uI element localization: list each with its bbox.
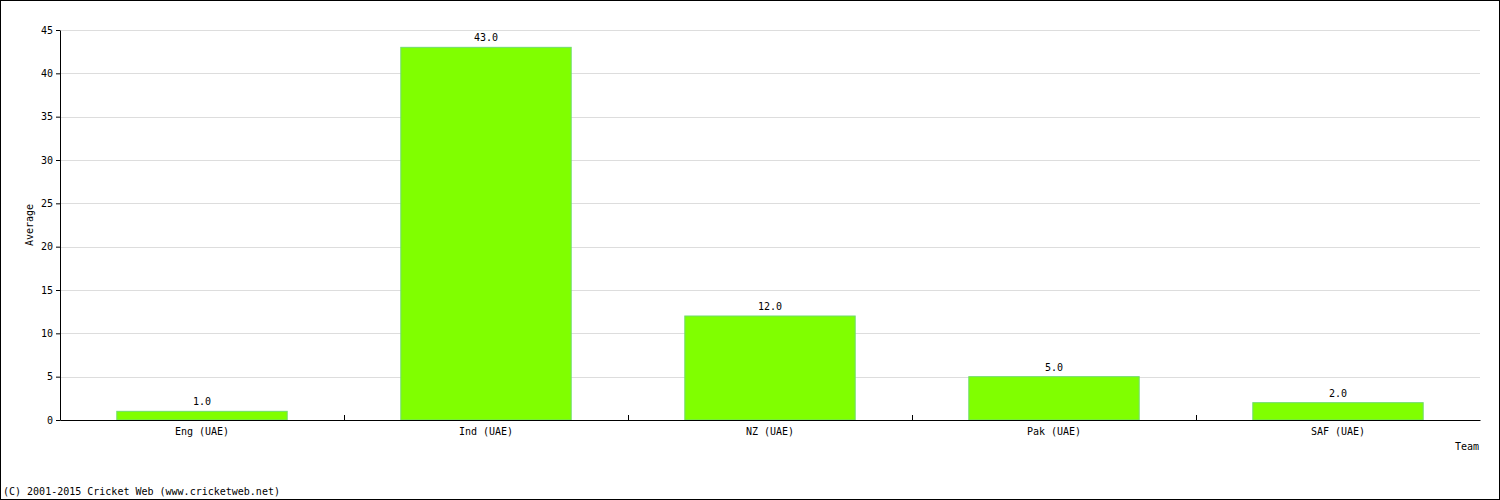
- category-separator: [912, 415, 913, 420]
- y-tick: 30: [41, 155, 60, 166]
- y-tick: 0: [47, 415, 60, 426]
- y-tick-label: 30: [41, 155, 53, 166]
- data-label: 2.0: [1329, 388, 1347, 399]
- x-tick: Pak (UAE): [1027, 420, 1081, 437]
- y-tick-mark: [56, 247, 60, 248]
- bar: [969, 377, 1139, 420]
- bar: [117, 411, 287, 420]
- x-axis: Eng (UAE) Ind (UAE) NZ (UAE) Pak (UAE) SAF (…: [61, 420, 1481, 437]
- y-tick-mark: [56, 290, 60, 291]
- y-tick-label: 10: [41, 328, 53, 339]
- data-label: 43.0: [474, 32, 498, 43]
- bars: [117, 47, 1423, 420]
- grid-line: [60, 117, 1480, 118]
- x-tick-label: Pak (UAE): [1027, 426, 1081, 437]
- annotation: (C) 2001-2015 Cricket Web (www.cricketwe…: [3, 486, 280, 497]
- y-tick-label: 40: [41, 68, 53, 79]
- y-axis: 0 5 10 15 20 25 30 35 40 45: [41, 25, 61, 426]
- y-tick-label: 5: [47, 371, 53, 382]
- y-tick: 20: [41, 241, 60, 252]
- grid-line: [60, 160, 1480, 161]
- y-tick-label: 35: [41, 111, 53, 122]
- chart: 1.0 43.0 12.0 5.0 2.0 0 5 10 15 20 25 30 35 40 45 Eng (…: [0, 0, 1500, 500]
- y-tick-mark: [56, 377, 60, 378]
- y-tick: 15: [41, 285, 60, 296]
- y-axis-line: [60, 31, 61, 421]
- x-tick: Ind (UAE): [459, 420, 513, 437]
- x-tick: Eng (UAE): [175, 420, 229, 437]
- data-label: 5.0: [1045, 362, 1063, 373]
- y-tick-label: 25: [41, 198, 53, 209]
- bar: [401, 47, 571, 420]
- y-tick: 10: [41, 328, 60, 339]
- category-separator: [628, 415, 629, 420]
- x-axis-title: Team: [1455, 441, 1479, 452]
- frame: [1, 1, 1500, 500]
- grid-line: [60, 203, 1480, 204]
- x-tick-label: NZ (UAE): [746, 426, 794, 437]
- y-tick: 45: [41, 25, 60, 36]
- y-tick-label: 20: [41, 241, 53, 252]
- data-labels: 1.0 43.0 12.0 5.0 2.0: [193, 32, 1347, 407]
- x-tick-label: SAF (UAE): [1311, 426, 1365, 437]
- y-tick-label: 15: [41, 285, 53, 296]
- y-tick-mark: [56, 117, 60, 118]
- y-tick-mark: [56, 420, 60, 421]
- y-tick: 5: [47, 371, 60, 382]
- grid-line: [60, 73, 1480, 74]
- grid-line: [60, 290, 1480, 291]
- grid-line: [60, 30, 1480, 31]
- y-tick: 40: [41, 68, 60, 79]
- y-tick: 35: [41, 111, 60, 122]
- y-tick: 25: [41, 198, 60, 209]
- category-separator: [344, 415, 345, 420]
- grid-line: [60, 247, 1480, 248]
- x-tick-label: Eng (UAE): [175, 426, 229, 437]
- bar: [1253, 403, 1423, 420]
- y-tick-mark: [56, 203, 60, 204]
- x-tick: SAF (UAE): [1311, 420, 1365, 437]
- y-tick-mark: [56, 73, 60, 74]
- data-label: 1.0: [193, 396, 211, 407]
- y-tick-mark: [56, 333, 60, 334]
- y-axis-title: Average: [24, 204, 35, 246]
- grid: [60, 31, 1480, 421]
- grid-line: [60, 420, 1480, 421]
- y-tick-label: 0: [47, 415, 53, 426]
- x-tick: NZ (UAE): [746, 420, 794, 437]
- y-tick-mark: [56, 160, 60, 161]
- y-tick-mark: [56, 30, 60, 31]
- category-separator: [1196, 415, 1197, 420]
- x-tick-label: Ind (UAE): [459, 426, 513, 437]
- y-tick-label: 45: [41, 25, 53, 36]
- bar: [685, 316, 855, 420]
- data-label: 12.0: [758, 301, 782, 312]
- x-axis-line: [61, 420, 1481, 421]
